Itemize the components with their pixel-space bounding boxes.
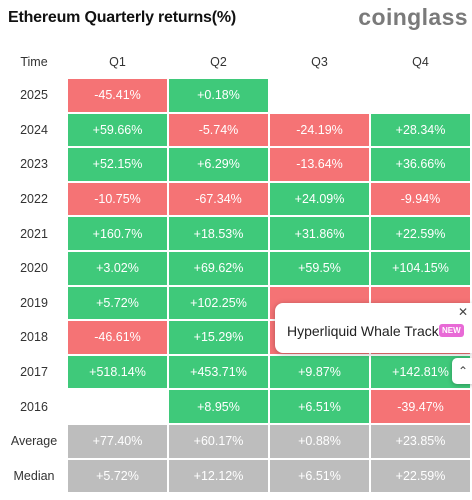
column-header-q2: Q2 — [210, 55, 227, 69]
column-header-q3: Q3 — [311, 55, 328, 69]
quarterly-returns-table: Time Q1 Q2 Q3 Q4 2025 -45.41% +0.18% 2024 +5… — [0, 45, 472, 494]
row-year-label: 2024 — [20, 122, 48, 137]
return-cell: +31.86% — [270, 217, 369, 250]
return-cell: +24.09% — [270, 182, 369, 216]
summary-cell: +22.59% — [371, 459, 470, 493]
summary-cell: +77.40% — [68, 424, 167, 458]
return-cell — [371, 79, 470, 112]
return-cell: +22.59% — [371, 217, 470, 250]
popup-title[interactable]: Hyperliquid Whale Tracker — [287, 323, 452, 339]
chevron-up-icon: ⌃ — [457, 364, 469, 378]
return-cell: +104.15% — [371, 251, 470, 285]
return-cell: +102.25% — [169, 286, 268, 320]
return-cell: +18.53% — [169, 217, 268, 250]
table-row: 2021 +160.7% +18.53% +31.86% +22.59% — [2, 217, 470, 250]
return-cell: +52.15% — [68, 148, 167, 181]
column-header-q4: Q4 — [412, 55, 429, 69]
return-cell: -45.41% — [68, 79, 167, 112]
return-cell: +6.29% — [169, 148, 268, 181]
return-cell: +518.14% — [68, 355, 167, 389]
row-year-label: 2016 — [20, 399, 48, 414]
summary-cell: +60.17% — [169, 424, 268, 458]
table-row: 2017 +518.14% +453.71% +9.87% +142.81% — [2, 355, 470, 389]
summary-cell: +5.72% — [68, 459, 167, 493]
row-year-label: 2018 — [20, 330, 48, 345]
return-cell: +59.66% — [68, 113, 167, 147]
table-row: 2020 +3.02% +69.62% +59.5% +104.15% — [2, 251, 470, 285]
summary-cell: +0.88% — [270, 424, 369, 458]
summary-label: Average — [10, 434, 58, 449]
row-year-label: 2022 — [20, 192, 48, 207]
header: Ethereum Quarterly returns(%) coinglass — [0, 0, 472, 36]
summary-cell: +6.51% — [270, 459, 369, 493]
return-cell: -10.75% — [68, 182, 167, 216]
row-year-label: 2025 — [20, 88, 48, 103]
return-cell: +160.7% — [68, 217, 167, 250]
return-cell: -13.64% — [270, 148, 369, 181]
return-cell: +36.66% — [371, 148, 470, 181]
return-cell: +59.5% — [270, 251, 369, 285]
return-cell: -46.61% — [68, 321, 167, 354]
return-cell: +0.18% — [169, 79, 268, 112]
row-year-label: 2019 — [20, 295, 48, 310]
summary-cell: +23.85% — [371, 424, 470, 458]
row-year-label: 2021 — [20, 226, 48, 241]
return-cell — [270, 79, 369, 112]
summary-row: Median +5.72% +12.12% +6.51% +22.59% — [2, 459, 470, 493]
return-cell: +6.51% — [270, 390, 369, 423]
table-row: 2025 -45.41% +0.18% — [2, 79, 470, 112]
table-row: 2023 +52.15% +6.29% -13.64% +36.66% — [2, 148, 470, 181]
return-cell: +3.02% — [68, 251, 167, 285]
promo-popup[interactable]: ✕ Hyperliquid Whale Tracker NEW — [275, 303, 472, 353]
summary-label: Median — [13, 468, 55, 483]
scroll-to-top-button[interactable]: ⌃ — [452, 358, 472, 384]
table-row: 2016 +8.95% +6.51% -39.47% — [2, 390, 470, 423]
row-year-label: 2020 — [20, 261, 48, 276]
close-icon[interactable]: ✕ — [457, 305, 468, 319]
return-cell: +28.34% — [371, 113, 470, 147]
return-cell: -5.74% — [169, 113, 268, 147]
row-year-label: 2017 — [20, 365, 48, 380]
summary-cell: +12.12% — [169, 459, 268, 493]
return-cell: -24.19% — [270, 113, 369, 147]
row-year-label: 2023 — [20, 157, 48, 172]
table-row: 2024 +59.66% -5.74% -24.19% +28.34% — [2, 113, 470, 147]
return-cell: -9.94% — [371, 182, 470, 216]
return-cell — [68, 390, 167, 423]
column-header-q1: Q1 — [109, 55, 126, 69]
return-cell: -67.34% — [169, 182, 268, 216]
return-cell: +69.62% — [169, 251, 268, 285]
table-row: 2022 -10.75% -67.34% +24.09% -9.94% — [2, 182, 470, 216]
coinglass-logo[interactable]: coinglass — [358, 4, 468, 30]
return-cell: +9.87% — [270, 355, 369, 389]
return-cell: +5.72% — [68, 286, 167, 320]
column-header-time: Time — [20, 55, 48, 69]
return-cell: +15.29% — [169, 321, 268, 354]
summary-row: Average +77.40% +60.17% +0.88% +23.85% — [2, 424, 470, 458]
return-cell: +8.95% — [169, 390, 268, 423]
table-header-row: Time Q1 Q2 Q3 Q4 — [2, 47, 470, 77]
new-badge: NEW — [439, 324, 464, 337]
return-cell: +453.71% — [169, 355, 268, 389]
page-title: Ethereum Quarterly returns(%) — [8, 9, 237, 26]
return-cell: -39.47% — [371, 390, 470, 423]
table-body: 2025 -45.41% +0.18% 2024 +59.66% -5.74% -24.19… — [2, 79, 470, 493]
